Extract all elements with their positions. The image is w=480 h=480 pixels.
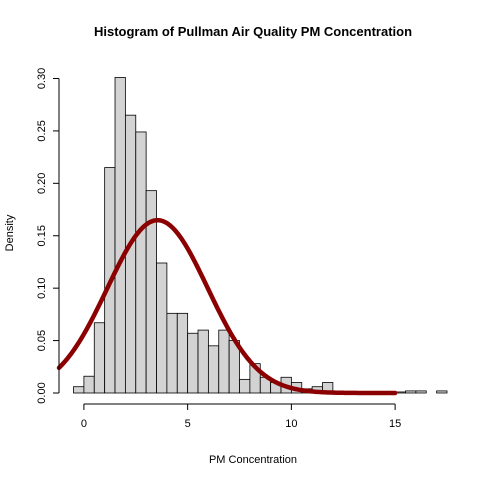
density-curve — [56, 217, 398, 396]
histogram-bar — [187, 332, 199, 394]
y-tick-label: 0.05 — [36, 330, 48, 351]
histogram-bar — [93, 322, 106, 394]
histogram-bar — [197, 329, 209, 394]
histogram-bar — [166, 312, 178, 394]
histogram-bar — [73, 386, 85, 394]
x-axis-label: PM Concentration — [209, 454, 297, 466]
chart-title: Histogram of Pullman Air Quality PM Conc… — [94, 24, 412, 39]
histogram-bar — [239, 378, 251, 394]
histogram-bar — [436, 390, 448, 394]
y-tick-label: 0.20 — [36, 173, 48, 194]
histogram-bar — [83, 375, 95, 394]
y-tick-label: 0.00 — [36, 382, 48, 403]
x-tick-label: 0 — [81, 418, 87, 430]
histogram-bar — [156, 262, 168, 394]
histogram-bar — [176, 312, 189, 394]
y-axis: 0.00 0.05 0.10 0.15 0.20 0.25 0.30 — [36, 68, 60, 404]
histogram-bar — [218, 329, 230, 394]
y-tick-label: 0.25 — [36, 120, 48, 141]
histogram-bar — [125, 114, 137, 394]
histogram-bars — [73, 77, 448, 394]
y-axis-label: Density — [4, 214, 16, 251]
x-tick-label: 10 — [285, 418, 297, 430]
histogram-bar — [415, 390, 427, 394]
x-tick-label: 15 — [389, 418, 401, 430]
x-axis: 0 5 10 15 — [81, 403, 401, 430]
histogram-bar — [135, 131, 147, 394]
x-tick-label: 5 — [185, 418, 191, 430]
y-tick-label: 0.15 — [36, 225, 48, 246]
histogram-bar — [114, 77, 126, 394]
y-tick-label: 0.10 — [36, 277, 48, 298]
histogram-bar — [207, 345, 220, 394]
y-tick-label: 0.30 — [36, 68, 48, 89]
histogram-bar — [405, 390, 417, 394]
